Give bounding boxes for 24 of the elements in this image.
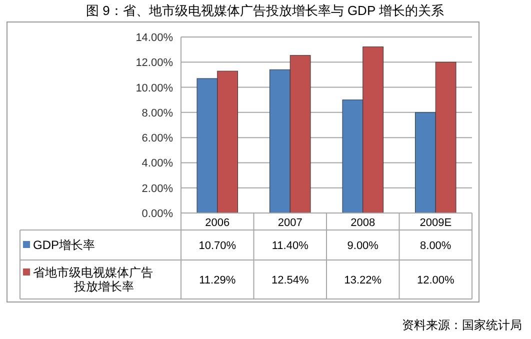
legend-label: GDP增长率 (33, 238, 96, 252)
x-tick-label: 2007 (278, 217, 302, 229)
data-label: 11.40% (272, 240, 309, 252)
y-tick-label: 8.00% (142, 107, 174, 120)
data-label: 10.70% (198, 240, 236, 252)
data-label: 12.00% (416, 274, 454, 286)
data-label: 13.22% (344, 274, 382, 286)
y-tick-label: 2.00% (142, 182, 174, 195)
data-label: 8.00% (420, 240, 452, 252)
data-label: 11.29% (199, 274, 236, 286)
y-tick-label: 4.00% (142, 158, 174, 170)
data-label: 12.54% (271, 274, 309, 286)
x-tick-label: 2008 (350, 217, 376, 229)
x-tick-label: 2006 (205, 217, 230, 229)
y-tick-label: 12.00% (136, 57, 174, 70)
text: 资料来源：国家统计局 (402, 318, 522, 332)
y-tick-label: 14.00% (136, 32, 174, 44)
data-label: 9.00% (347, 240, 379, 252)
chart-title: 图 9：省、地市级电视媒体广告投放增长率与 GDP 增长的关系 (86, 3, 444, 18)
y-tick-label: 10.00% (136, 82, 174, 94)
x-tick-label: 2009E (420, 217, 452, 229)
y-tick-label: 0.00% (142, 208, 174, 220)
y-tick-label: 6.00% (142, 132, 174, 145)
legend-label: 省地市级电视媒体广告投放增长率 (33, 266, 153, 294)
